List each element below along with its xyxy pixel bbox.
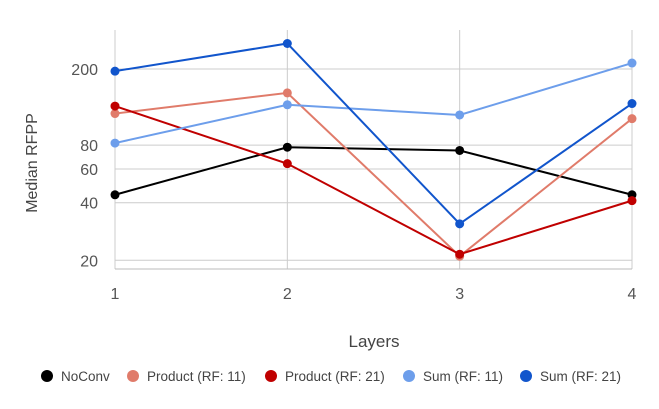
data-point [282,38,292,48]
legend-item: Sum (RF: 21) [520,369,621,384]
x-tick-label: 1 [111,286,120,303]
x-tick-label: 3 [455,286,464,303]
x-axis-title: Layers [348,332,399,351]
legend-marker [265,370,277,382]
x-tick-label: 2 [283,286,292,303]
series-line [114,42,633,226]
data-point [455,249,465,259]
data-point [282,159,292,169]
data-point [110,66,120,76]
legend-item: Product (RF: 11) [127,369,246,384]
legend-marker [41,370,53,382]
series-3 [110,58,637,148]
data-point [627,99,637,109]
data-point [282,142,292,152]
y-tick-label: 60 [80,162,98,179]
data-point [627,196,637,206]
data-point [110,190,120,200]
legend-marker [403,370,415,382]
y-tick-label: 20 [80,253,98,270]
series-line [114,91,633,258]
series-2 [110,101,637,259]
axes: Median RFPP Layers 20 40 60 80 200 1 2 3 4 [24,62,637,351]
data-point [627,114,637,124]
data-point [282,88,292,98]
data-point [110,101,120,111]
legend-label: Product (RF: 21) [285,369,385,384]
data-point [455,219,465,229]
data-point [455,110,465,120]
legend-item: Product (RF: 21) [265,369,385,384]
series-line [114,105,633,256]
y-axis-title: Median RFPP [24,113,41,213]
series-lines [110,38,637,261]
series-line [114,62,633,145]
legend: NoConv Product (RF: 11) Product (RF: 21) Su… [41,369,621,384]
legend-marker [127,370,139,382]
data-point [110,109,120,119]
legend-label: NoConv [61,369,110,384]
data-point [455,145,465,155]
data-point [282,100,292,110]
x-tick-label: 4 [628,286,637,303]
series-4 [110,38,637,229]
y-tick-label: 80 [80,138,98,155]
data-point [110,138,120,148]
series-0 [110,142,637,200]
legend-item: Sum (RF: 11) [403,369,503,384]
legend-marker [520,370,532,382]
y-tick-label: 200 [71,62,98,79]
legend-item: NoConv [41,369,110,384]
legend-label: Sum (RF: 21) [540,369,621,384]
series-line [114,146,633,196]
data-point [627,58,637,68]
legend-label: Product (RF: 11) [147,369,246,384]
y-tick-label: 40 [80,196,98,213]
legend-label: Sum (RF: 11) [423,369,503,384]
